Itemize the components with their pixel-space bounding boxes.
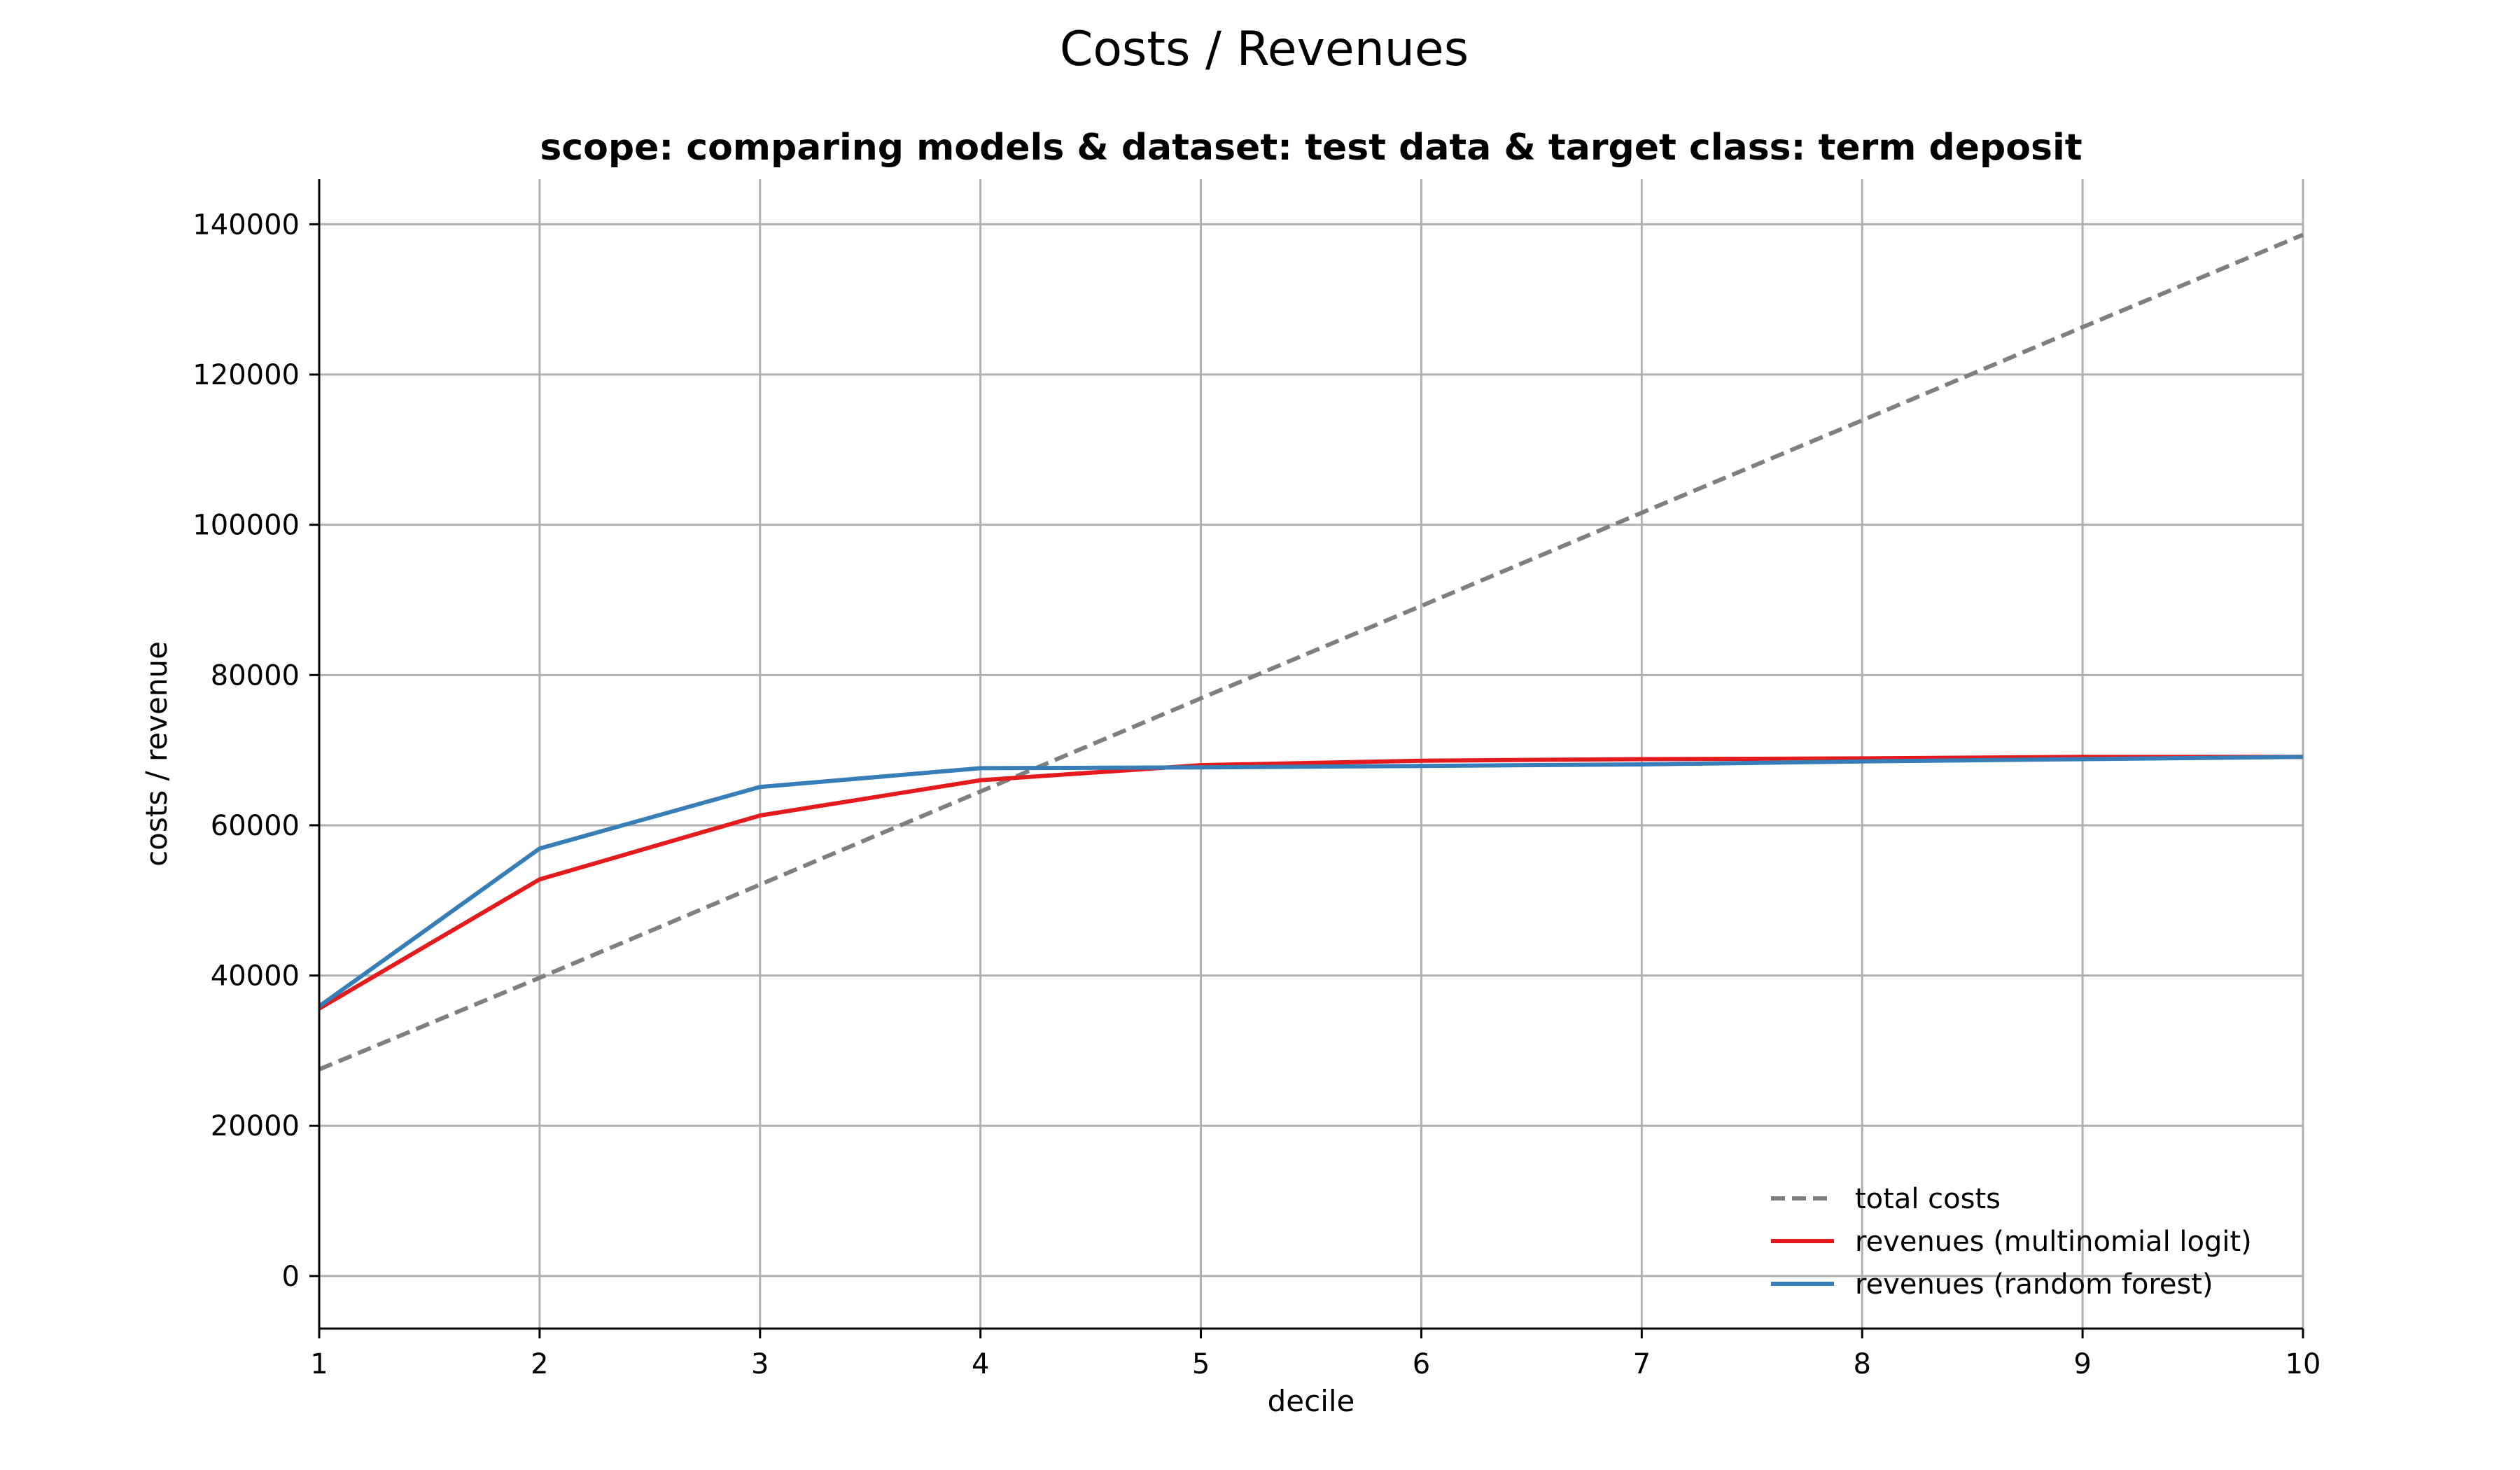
y-tick-label: 100000 bbox=[192, 510, 300, 542]
x-tick-label: 3 bbox=[751, 1348, 769, 1380]
legend: total costs revenues (multinomial logit) r… bbox=[1771, 1183, 2252, 1301]
x-tick-label: 9 bbox=[2073, 1348, 2091, 1380]
series-line-1 bbox=[318, 755, 2303, 1011]
x-tick-label: 10 bbox=[2286, 1348, 2321, 1380]
x-tick-label: 6 bbox=[1413, 1348, 1430, 1380]
y-tick-label: 80000 bbox=[211, 659, 300, 692]
x-tick-label: 8 bbox=[1853, 1348, 1870, 1380]
x-tick-label: 2 bbox=[531, 1348, 548, 1380]
axes: 1 2 3 4 5 6 7 8 9 10 0 20000 40000 60000 80000 100000 12… bbox=[192, 179, 2320, 1380]
plot-series bbox=[318, 232, 2304, 1072]
y-tick-label: 120000 bbox=[192, 359, 300, 391]
series-line-2 bbox=[318, 755, 2304, 1009]
x-tick-label: 7 bbox=[1633, 1348, 1651, 1380]
x-tick-label: 4 bbox=[972, 1348, 989, 1380]
series-line-0 bbox=[318, 232, 2304, 1072]
x-tick-label: 5 bbox=[1192, 1348, 1210, 1380]
y-tick-label: 40000 bbox=[211, 960, 300, 993]
y-axis-label: costs / revenue bbox=[139, 641, 174, 867]
y-tick-label: 20000 bbox=[211, 1110, 300, 1142]
y-tick-label: 60000 bbox=[211, 810, 300, 842]
grid bbox=[318, 179, 2304, 1329]
y-tick-label: 0 bbox=[282, 1261, 300, 1293]
legend-label-2: revenues (random forest) bbox=[1855, 1268, 2213, 1301]
chart-subtitle: scope: comparing models & dataset: test … bbox=[540, 127, 2082, 169]
x-tick-label: 1 bbox=[310, 1348, 328, 1380]
chart-title: Costs / Revenues bbox=[1060, 22, 1469, 77]
y-tick-label: 140000 bbox=[192, 209, 300, 241]
legend-label-1: revenues (multinomial logit) bbox=[1855, 1226, 2252, 1258]
legend-label-0: total costs bbox=[1855, 1183, 2001, 1215]
x-axis-label: decile bbox=[1268, 1384, 1355, 1418]
